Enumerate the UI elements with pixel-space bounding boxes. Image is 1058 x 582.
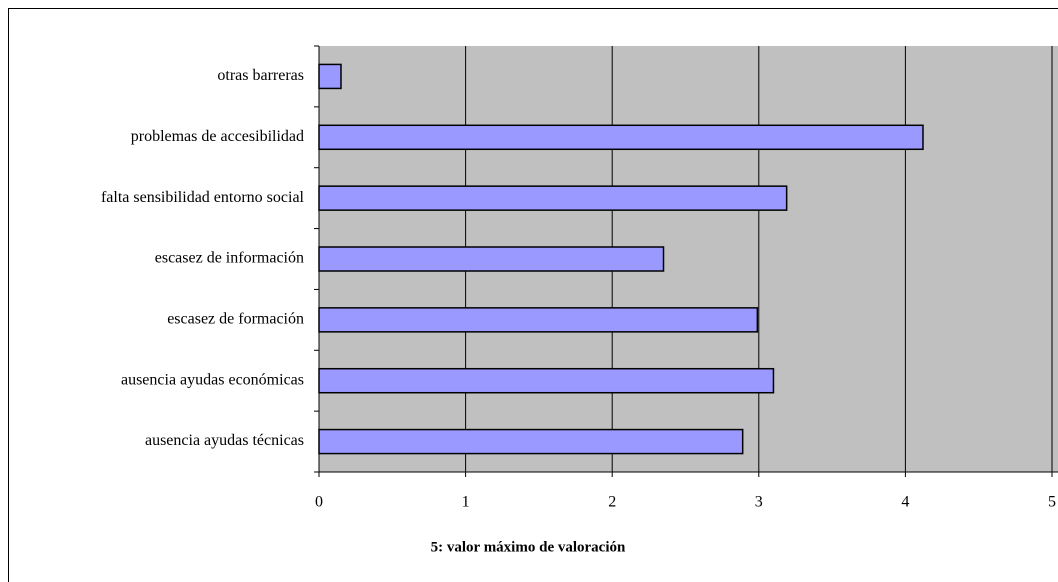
bar [318, 124, 924, 151]
x-tick-label: 2 [608, 494, 616, 511]
bar [318, 428, 744, 455]
bar [318, 63, 342, 90]
y-tick-label: ausencia ayudas técnicas [145, 432, 304, 449]
bar [318, 307, 759, 333]
y-tick-label: escasez de información [155, 250, 304, 267]
y-tick-label: problemas de accesibilidad [131, 128, 304, 145]
bar [318, 367, 775, 394]
x-tick-label: 3 [755, 494, 763, 511]
x-tick-label: 0 [315, 494, 323, 511]
y-tick-label: otras barreras [217, 67, 304, 84]
bar [318, 185, 788, 211]
bar [318, 246, 665, 272]
y-tick-label: escasez de formación [167, 311, 304, 328]
x-tick-label: 4 [901, 494, 909, 511]
x-tick-label: 1 [462, 494, 470, 511]
y-tick-label: falta sensibilidad entorno social [101, 189, 305, 206]
y-tick-label: ausencia ayudas económicas [121, 371, 304, 388]
x-tick-label: 5 [1048, 494, 1056, 511]
x-axis-title: 5: valor máximo de valoración [431, 539, 626, 555]
